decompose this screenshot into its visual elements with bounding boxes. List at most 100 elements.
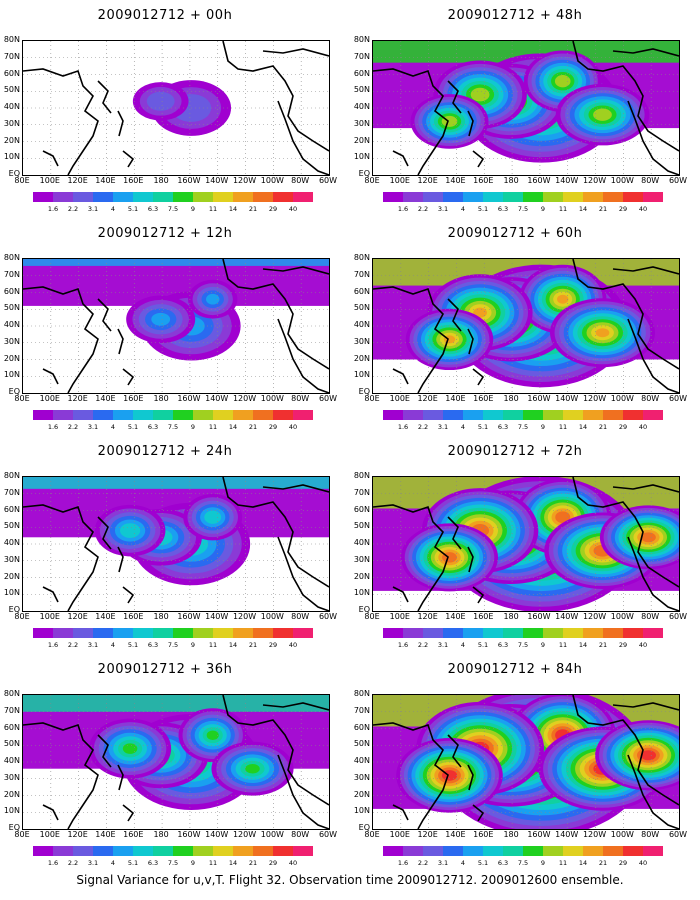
colorbar-swatch — [403, 410, 423, 420]
y-tick-label: 30N — [3, 772, 20, 782]
map-svg — [373, 477, 679, 611]
colorbar-tick-label: 11 — [558, 641, 568, 649]
colorbar — [383, 846, 663, 856]
variance-contour — [120, 523, 141, 538]
y-tick-label: 30N — [353, 336, 370, 346]
colorbar-swatch — [383, 846, 403, 856]
colorbar-tick-label: 14 — [228, 205, 238, 213]
coastline — [97, 298, 112, 332]
y-tick-label: 60N — [3, 504, 20, 514]
colorbar-swatch — [543, 846, 563, 856]
y-tick-label: 50N — [3, 521, 20, 531]
x-tick-label: 80E — [14, 612, 30, 621]
x-tick-label: 140E — [95, 394, 116, 403]
variance-field — [373, 41, 679, 63]
colorbar-swatch — [213, 192, 233, 202]
y-tick-label: 60N — [353, 504, 370, 514]
variance-contour — [557, 294, 569, 304]
variance-contour — [470, 87, 490, 102]
forecast-panel: 2009012712 + 36h 80N 70N 60N 50N 40N 30N 20N 10N… — [0, 662, 337, 877]
x-tick-label: 100E — [39, 612, 60, 621]
colorbar-swatch — [193, 628, 213, 638]
variance-contour — [206, 730, 219, 740]
panel-title: 2009012712 + 72h — [447, 444, 583, 459]
coastline — [572, 41, 679, 152]
colorbar-swatch — [643, 628, 663, 638]
colorbar-swatch — [173, 846, 193, 856]
x-tick-label: 140E — [445, 612, 466, 621]
colorbar-tick-label: 40 — [638, 641, 648, 649]
x-tick-label: 120W — [582, 830, 607, 839]
colorbar-swatch — [213, 628, 233, 638]
coastline — [392, 804, 409, 821]
coastline — [262, 266, 329, 275]
coastline — [42, 804, 59, 821]
y-tick-label: 20N — [3, 571, 20, 581]
colorbar-swatch — [463, 410, 483, 420]
colorbar-tick-label: 21 — [248, 641, 258, 649]
variance-map — [22, 258, 330, 394]
colorbar-tick-label: 7.5 — [517, 859, 529, 867]
x-tick-label: 80W — [641, 830, 660, 839]
colorbar-tick-label: 3.1 — [437, 641, 449, 649]
colorbar-tick-label: 29 — [618, 205, 628, 213]
x-tick-label: 160E — [473, 830, 494, 839]
colorbar-tick-label: 9 — [190, 641, 196, 649]
colorbar-tick-label: 40 — [288, 641, 298, 649]
coastline — [627, 754, 679, 829]
colorbar-swatch — [253, 192, 273, 202]
coastline — [122, 150, 135, 168]
colorbar-swatch — [483, 628, 503, 638]
colorbar-tick-label: 9 — [540, 641, 546, 649]
coastline — [117, 764, 124, 791]
coastline — [472, 368, 485, 386]
coastline — [472, 586, 485, 604]
coastline — [612, 48, 679, 57]
colorbar-swatch — [523, 846, 543, 856]
colorbar-swatch — [403, 192, 423, 202]
colorbar-tick-label: 29 — [268, 423, 278, 431]
coastline — [117, 110, 124, 137]
y-tick-label: 60N — [3, 286, 20, 296]
x-tick-label: 160W — [527, 830, 551, 839]
panel-title: 2009012712 + 60h — [447, 226, 583, 241]
x-tick-label: 160W — [527, 176, 551, 185]
coastline — [373, 722, 449, 829]
colorbar-swatch — [193, 410, 213, 420]
x-tick-label: 140W — [555, 176, 579, 185]
colorbar-swatch — [233, 846, 253, 856]
x-tick-label: 180 — [153, 394, 169, 403]
coastline — [627, 318, 679, 393]
coastline — [122, 804, 135, 822]
x-tick-label: 180 — [503, 830, 519, 839]
x-tick-label: 180 — [153, 830, 169, 839]
y-tick-label: EQ — [8, 823, 20, 832]
colorbar-tick-label: 3.1 — [437, 205, 449, 213]
x-tick-label: 100W — [610, 830, 634, 839]
colorbar-swatch — [423, 410, 443, 420]
colorbar-tick-label: 9 — [540, 859, 546, 867]
coastline — [472, 804, 485, 822]
colorbar-swatch — [483, 410, 503, 420]
colorbar-swatch — [483, 846, 503, 856]
x-tick-label: 80E — [14, 394, 30, 403]
colorbar-swatch — [53, 192, 73, 202]
colorbar-swatch — [273, 846, 293, 856]
colorbar-tick-label: 7.5 — [167, 859, 179, 867]
variance-contour — [205, 293, 220, 305]
y-tick-label: EQ — [8, 605, 20, 614]
coastline — [97, 734, 112, 768]
colorbar-tick-label: 40 — [638, 205, 648, 213]
y-tick-label: 70N — [3, 51, 20, 61]
coastline — [117, 328, 124, 355]
y-tick-label: 70N — [353, 51, 370, 61]
colorbar-swatch — [383, 410, 403, 420]
coastline — [222, 695, 329, 806]
colorbar-tick-label: 2.2 — [417, 641, 429, 649]
y-tick-label: 50N — [353, 521, 370, 531]
colorbar-swatch — [133, 410, 153, 420]
colorbar-swatch — [133, 846, 153, 856]
y-tick-label: 40N — [353, 538, 370, 547]
variance-field — [23, 477, 329, 489]
y-tick-label: 10N — [353, 152, 370, 162]
